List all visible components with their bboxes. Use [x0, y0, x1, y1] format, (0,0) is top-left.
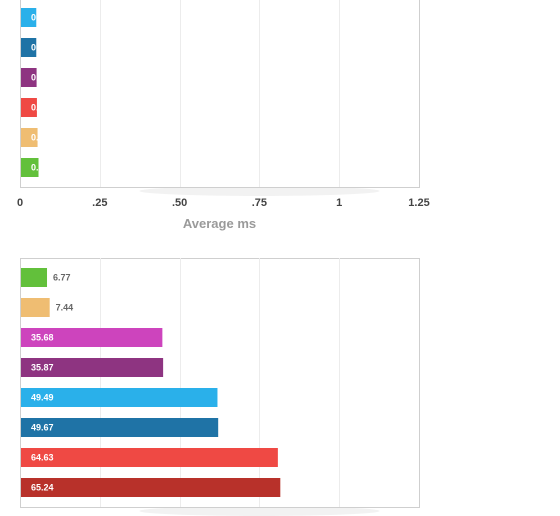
chart-2-bar [21, 448, 278, 467]
chart-2-shadow [139, 506, 380, 516]
chart-2-bar-label: 49.67 [31, 423, 54, 433]
chart-1-tick-label: .25 [92, 197, 107, 209]
chart-1-bar-label: 0.051 [31, 43, 54, 53]
chart-2-bar [21, 358, 164, 377]
chart-2-bar-label: 35.87 [31, 363, 54, 373]
chart-1-bar-label: 0.051 [31, 13, 54, 23]
chart-1-bar [21, 38, 37, 57]
chart-2-bar [21, 268, 48, 287]
chart-2-bar [21, 328, 163, 347]
chart-2-bar-label: 49.49 [31, 393, 54, 403]
chart-1-bar [21, 8, 37, 27]
chart-2-bar-label: 65.24 [31, 483, 54, 493]
chart-2-bar-label: 7.44 [56, 303, 74, 313]
chart-1-bar [21, 98, 37, 117]
chart-2-bar [21, 298, 50, 317]
chart-2-bar-label: 6.77 [53, 273, 71, 283]
chart-2-plot-area [20, 258, 420, 508]
chart-1-tick-label: .50 [172, 197, 187, 209]
chart-1-tick-label: 0 [17, 197, 23, 209]
chart-1-tick-label: 1 [336, 197, 342, 209]
chart-1-bar-label: 0.055 [31, 133, 54, 143]
chart-1-bar [21, 68, 37, 87]
chart-1-plot-area [20, 0, 420, 188]
chart-2-bar-label: 64.63 [31, 453, 54, 463]
chart-2-bar [21, 478, 281, 497]
chart-2-bar-label: 35.68 [31, 333, 54, 343]
chart-1-bar [21, 158, 39, 177]
chart-1-x-axis-title: Average ms [183, 216, 256, 231]
chart-2-bar [21, 388, 218, 407]
chart-1-bar-label: 0.053 [31, 103, 54, 113]
chart-2-bar [21, 418, 219, 437]
chart-1-bar [21, 128, 38, 147]
chart-1-bar-label: 0.052 [31, 73, 54, 83]
chart-1-bar-label: 0.058 [31, 163, 54, 173]
chart-1-tick-label: .75 [252, 197, 267, 209]
chart-1-tick-label: 1.25 [408, 197, 429, 209]
chart-1-shadow [139, 186, 380, 196]
